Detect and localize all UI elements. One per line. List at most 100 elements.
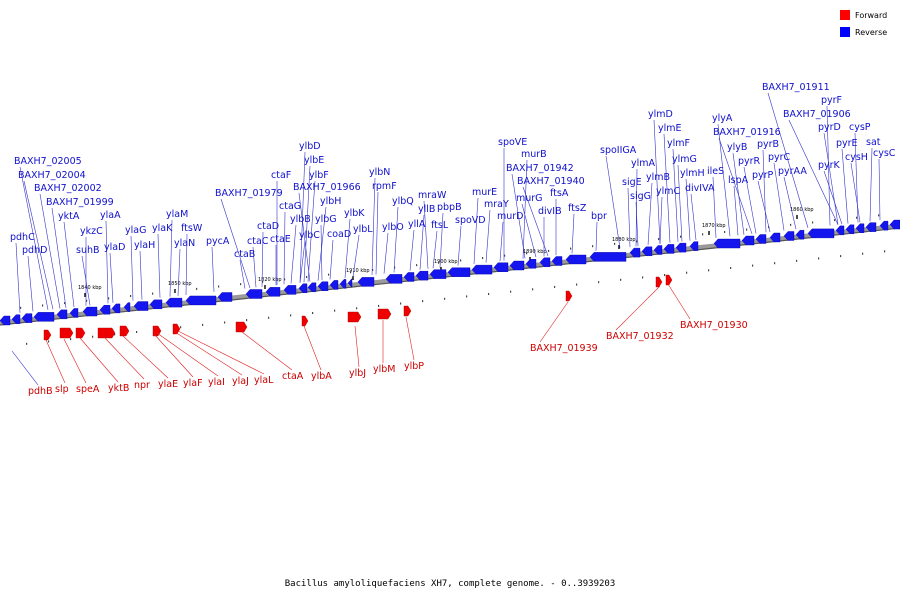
- reverse-gene-block: [82, 306, 98, 317]
- scale-tick-label: 1870 kbp: [702, 223, 726, 229]
- scale-dot: [48, 340, 50, 343]
- reverse-gene-label-ylam: ylaM: [166, 209, 188, 220]
- forward-gene-leader: [405, 316, 415, 361]
- reverse-gene-leader: [23, 180, 54, 310]
- reverse-gene-block: [835, 225, 845, 236]
- forward-gene-leader: [79, 337, 119, 383]
- reverse-gene-block: [403, 272, 415, 282]
- reverse-gene-leader: [19, 166, 49, 310]
- reverse-gene-leader: [320, 224, 323, 281]
- reverse-gene-leader: [473, 197, 479, 264]
- reverse-gene-label-ylah: ylaH: [134, 240, 155, 251]
- forward-gene-leader: [45, 339, 66, 384]
- reverse-gene-leader: [63, 221, 75, 308]
- reverse-gene-label-ftsz: ftsZ: [568, 203, 587, 214]
- reverse-gene-label-pyrp: pyrP: [752, 170, 774, 181]
- reverse-gene-block: [429, 269, 447, 279]
- reverse-gene-leader: [690, 193, 697, 241]
- scale-tick-label: 1910 kbp: [346, 268, 370, 274]
- reverse-gene-leader: [299, 240, 306, 283]
- reverse-gene-leader: [743, 166, 757, 234]
- reverse-gene-block: [539, 257, 551, 267]
- reverse-gene-leader: [685, 178, 691, 241]
- scale-dot: [92, 335, 94, 338]
- scale-dot: [268, 316, 270, 319]
- reverse-gene-leader: [783, 176, 797, 230]
- reverse-gene-label-cysc: cysC: [873, 148, 896, 159]
- reverse-gene-leader: [653, 119, 661, 244]
- reverse-gene-leader: [317, 206, 327, 281]
- scale-dot: [686, 271, 688, 274]
- scale-tick-label: 1860 kbp: [790, 207, 814, 213]
- reverse-gene-block: [245, 289, 263, 299]
- forward-gene-leader: [174, 331, 243, 376]
- reverse-gene-label-sige: sigE: [622, 177, 642, 188]
- scale-dot: [592, 245, 594, 248]
- reverse-gene-block: [329, 280, 339, 290]
- reverse-gene-label-coad: coaD: [327, 229, 351, 240]
- forward-gene-label-spea: speA: [76, 384, 100, 395]
- reverse-gene-leader: [105, 220, 109, 304]
- reverse-gene-block: [493, 262, 509, 272]
- forward-gene-leader: [11, 350, 39, 386]
- reverse-gene-block: [385, 274, 403, 284]
- reverse-gene-block: [865, 222, 877, 232]
- reverse-gene-label-baxh7-01966: BAXH7_01966: [293, 182, 361, 193]
- reverse-gene-leader: [826, 105, 831, 226]
- reverse-gene-leader: [283, 211, 286, 285]
- reverse-gene-block: [298, 283, 308, 293]
- scale-dot: [724, 230, 726, 233]
- reverse-gene-label-pdhd: pdhD: [22, 245, 47, 256]
- reverse-gene-label-ylme: ylmE: [658, 123, 682, 134]
- reverse-gene-leader: [432, 230, 438, 269]
- scale-dot: [224, 321, 226, 324]
- reverse-gene-block: [69, 308, 79, 318]
- reverse-gene-leader: [762, 149, 767, 233]
- reverse-gene-leader: [823, 170, 843, 225]
- reverse-gene-label-ylmd: ylmD: [648, 109, 673, 120]
- reverse-gene-leaders: [15, 92, 881, 313]
- scale-dot: [504, 254, 506, 257]
- forward-gene-block: [119, 325, 130, 337]
- forward-gene-block: [59, 327, 74, 339]
- forward-gene-leader: [103, 336, 145, 380]
- forward-gene-block: [665, 274, 673, 286]
- forward-gene-label-baxh7-01932: BAXH7_01932: [606, 331, 674, 342]
- reverse-gene-label-pbpb: pbpB: [437, 202, 462, 213]
- forward-gene-leader: [615, 285, 661, 331]
- reverse-gene-label-pyraa: pyrAA: [778, 166, 807, 177]
- reverse-gene-label-ctad: ctaD: [257, 221, 279, 232]
- reverse-gene-leader: [878, 158, 881, 221]
- scale-dot: [218, 285, 220, 288]
- reverse-gene-leader: [672, 148, 679, 242]
- scale-dot: [246, 319, 248, 322]
- reverse-gene-label-baxh7-01979: BAXH7_01979: [215, 188, 283, 199]
- reverse-gene-leader: [303, 165, 311, 283]
- reverse-gene-leader: [571, 213, 575, 254]
- reverse-gene-label-ylbh: ylbH: [320, 196, 341, 207]
- forward-gene-label-yktb: yktB: [108, 383, 129, 394]
- forward-gene-label-ylbj: ylbJ: [349, 368, 366, 379]
- forward-gene-block: [403, 305, 412, 317]
- reverse-gene-block: [347, 277, 353, 289]
- forward-gene-track: [43, 274, 673, 341]
- reverse-gene-leader: [298, 192, 311, 282]
- forward-gene-label-ylae: ylaE: [158, 379, 178, 390]
- scale-dot: [878, 214, 880, 217]
- reverse-gene-leader: [423, 200, 429, 269]
- reverse-gene-leader: [329, 239, 334, 280]
- reverse-gene-block: [525, 259, 537, 269]
- scale-dot: [680, 235, 682, 238]
- reverse-gene-block: [149, 299, 163, 310]
- reverse-gene-block: [415, 270, 429, 281]
- legend-forward-label: Forward: [855, 11, 887, 20]
- reverse-gene-label-ylad: ylaD: [104, 242, 125, 253]
- reverse-gene-block: [217, 292, 233, 302]
- reverse-gene-label-spovd: spoVD: [455, 215, 486, 226]
- reverse-gene-label-ylak: ylaK: [152, 223, 173, 234]
- reverse-gene-label-ylbd: ylbD: [299, 141, 321, 152]
- reverse-gene-label-ylaa: ylaA: [100, 210, 121, 221]
- reverse-gene-leader: [499, 221, 504, 262]
- forward-gene-block: [301, 315, 309, 327]
- scale-tick-label: 1840 kbp: [78, 285, 102, 291]
